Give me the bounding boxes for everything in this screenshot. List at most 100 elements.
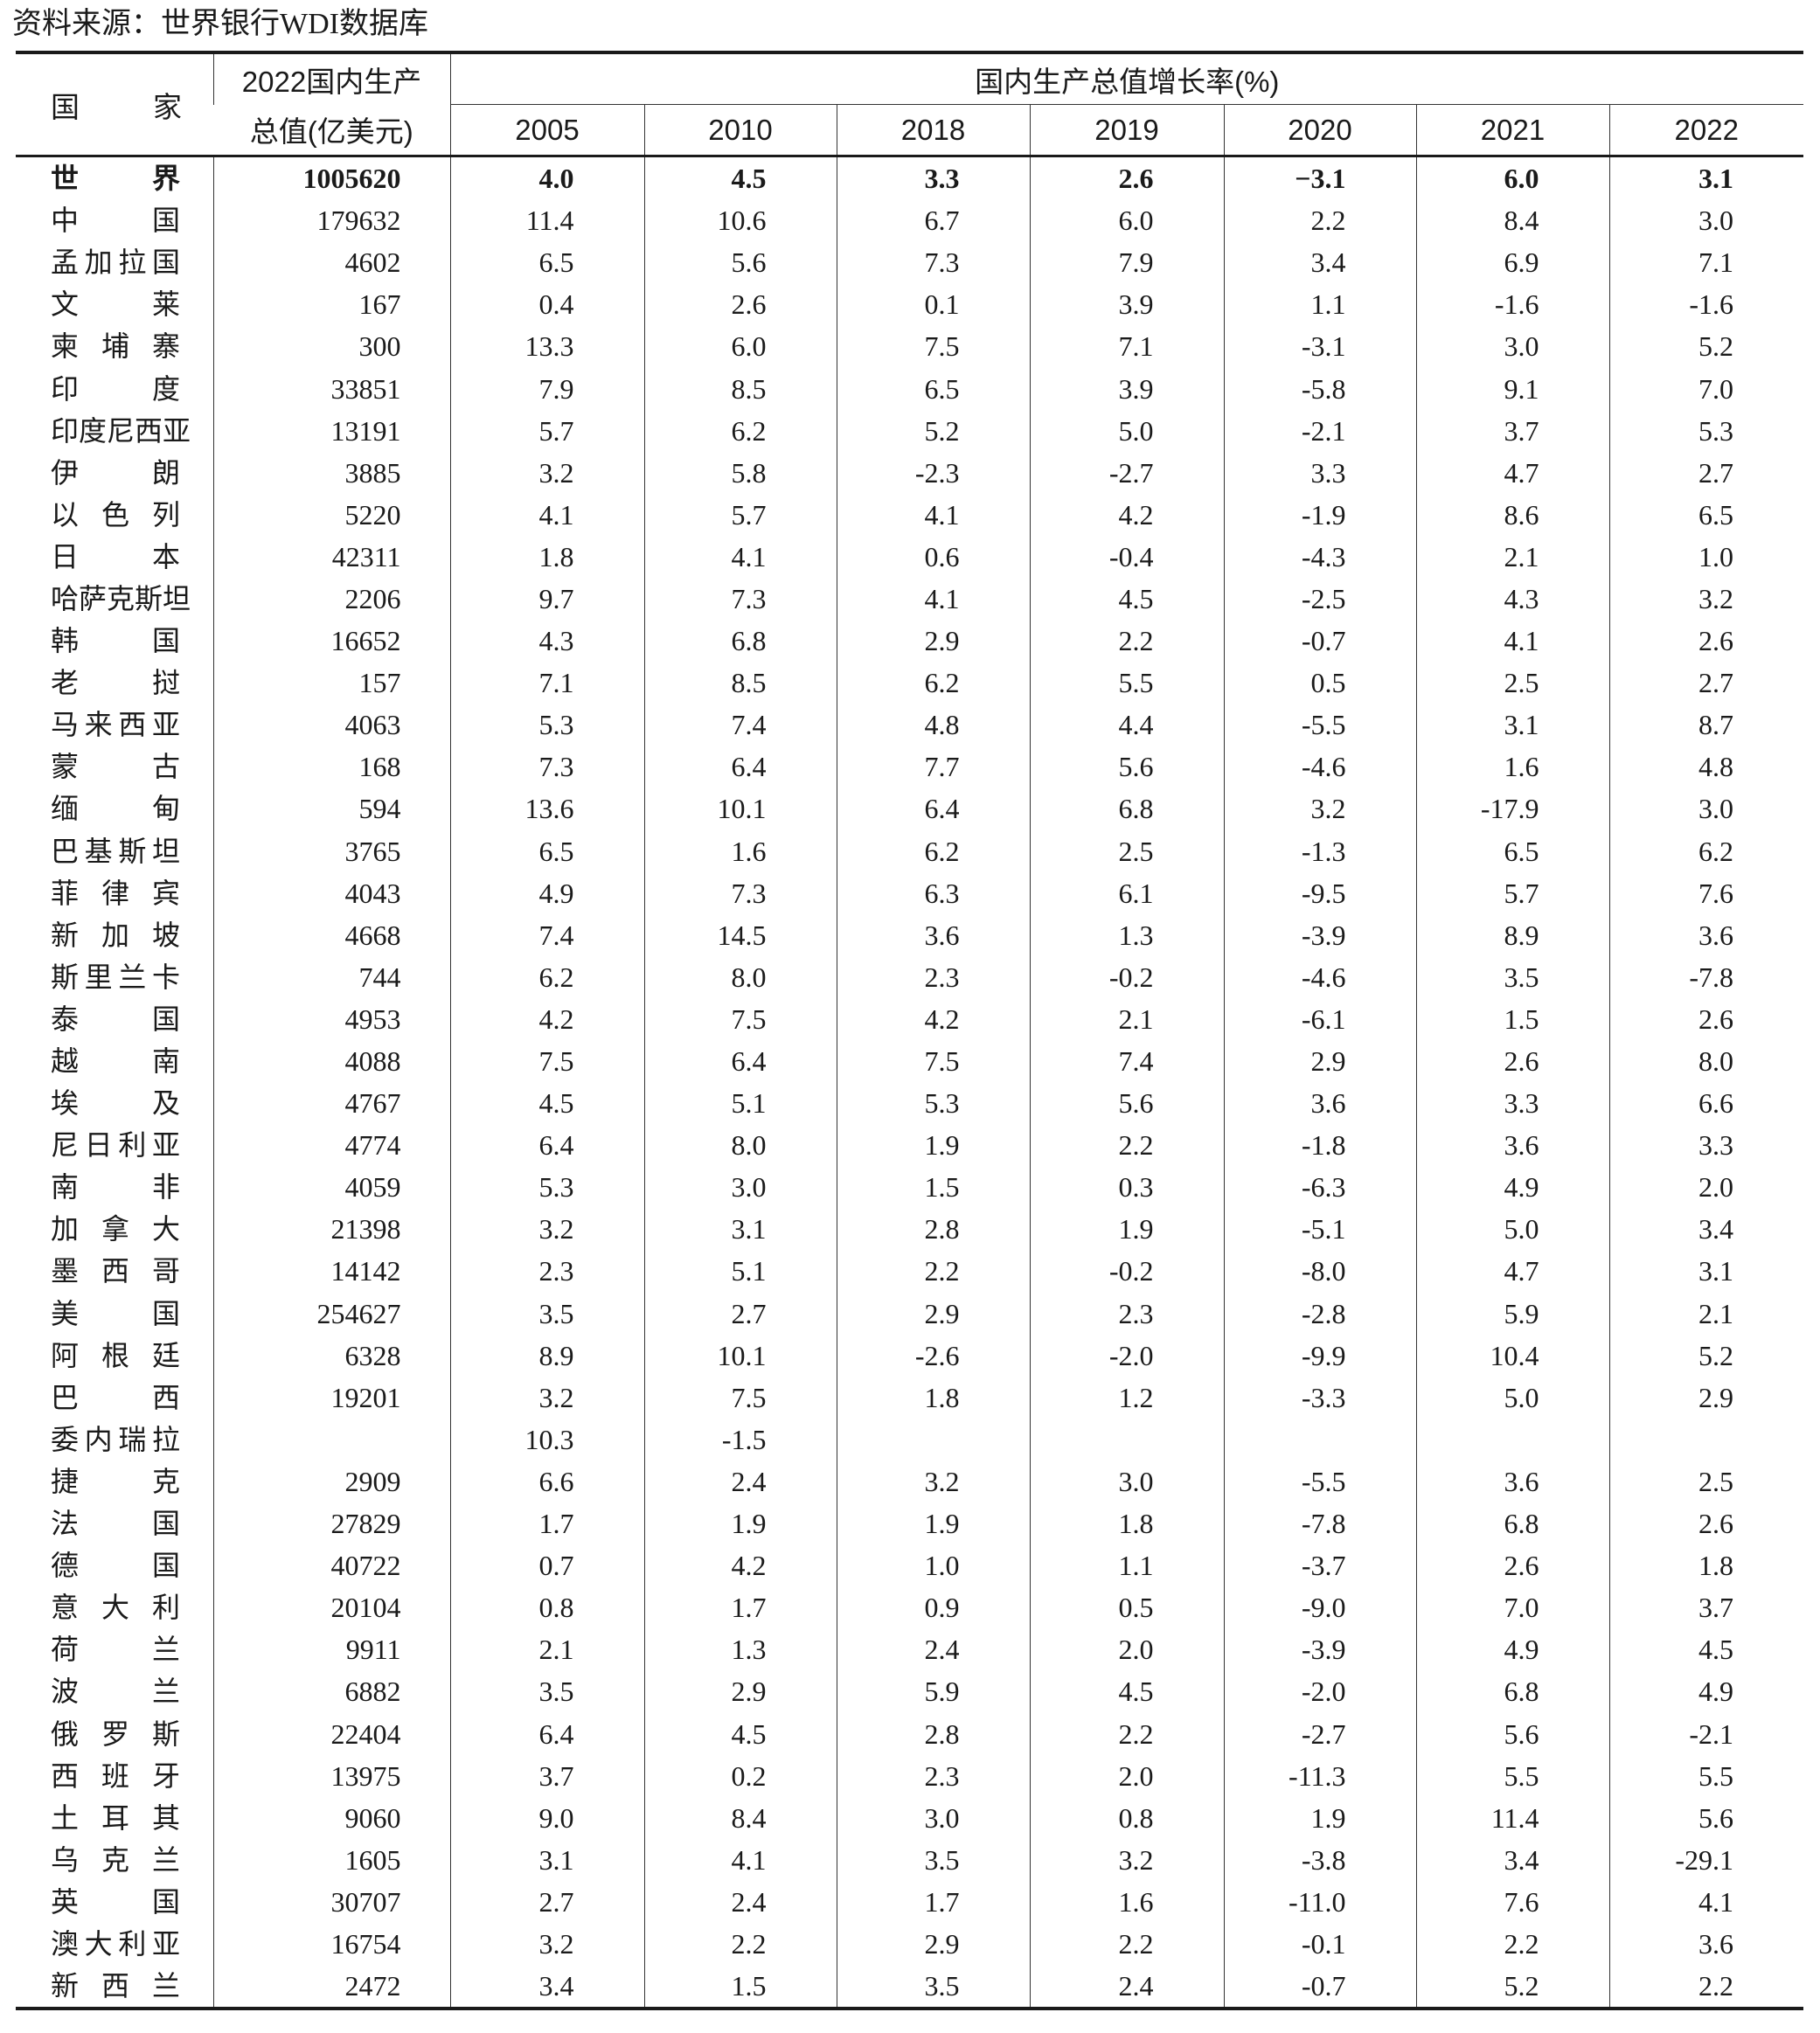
growth-rate-cell: 1.3 bbox=[1029, 913, 1224, 956]
growth-rate-cell: 2.3 bbox=[836, 1754, 1030, 1797]
table-row: 荷兰 9911 2.1 1.3 2.4 2.0 -3.9 4.9 4.5 bbox=[16, 1628, 1804, 1671]
growth-rate-cell: 4.9 bbox=[1415, 1166, 1609, 1209]
table-row: 澳大利亚 16754 3.2 2.2 2.9 2.2 -0.1 2.2 3.6 bbox=[16, 1922, 1804, 1966]
growth-rate-cell: 1.8 bbox=[1029, 1502, 1224, 1545]
growth-rate-cell bbox=[1029, 1418, 1224, 1461]
growth-rate-cell: 7.4 bbox=[643, 704, 837, 746]
growth-rate-cell: 6.0 bbox=[1029, 199, 1224, 242]
growth-rate-cell: 1.9 bbox=[836, 1502, 1030, 1545]
growth-rate-cell: 5.5 bbox=[1608, 1754, 1804, 1797]
growth-rate-cell: 2.7 bbox=[1608, 662, 1804, 704]
country-cell: 南非 bbox=[51, 1171, 180, 1204]
country-cell: 埃及 bbox=[51, 1087, 180, 1120]
growth-rate-cell: 2.1 bbox=[1415, 535, 1609, 578]
growth-rate-cell: 4.5 bbox=[1029, 577, 1224, 621]
growth-rate-cell: 6.2 bbox=[643, 409, 837, 452]
growth-rate-cell: 3.1 bbox=[1415, 704, 1609, 746]
growth-rate-cell: 6.2 bbox=[449, 955, 644, 998]
growth-rate-cell bbox=[1223, 1418, 1416, 1461]
growth-rate-cell: 2.6 bbox=[1415, 1544, 1609, 1587]
growth-rate-cell: 1.6 bbox=[643, 829, 837, 872]
growth-rate-cell: 5.1 bbox=[643, 1082, 837, 1125]
growth-rate-cell: 0.6 bbox=[836, 535, 1030, 578]
growth-rate-cell: 5.5 bbox=[1029, 662, 1224, 704]
growth-rate-cell: 8.6 bbox=[1415, 493, 1609, 536]
growth-rate-cell: 1.5 bbox=[643, 1965, 837, 2009]
growth-rate-cell: -0.2 bbox=[1029, 955, 1224, 998]
growth-rate-cell: 2.2 bbox=[1029, 1922, 1224, 1966]
growth-rate-cell: 1.7 bbox=[449, 1502, 644, 1545]
country-cell: 菲律宾 bbox=[51, 877, 180, 909]
country-cell: 波兰 bbox=[51, 1676, 180, 1708]
country-cell: 巴西 bbox=[51, 1381, 180, 1413]
growth-rate-cell: 0.1 bbox=[836, 283, 1030, 326]
gdp-cell: 1605 bbox=[212, 1838, 450, 1881]
country-cell: 墨西哥 bbox=[51, 1255, 180, 1287]
growth-rate-cell: 3.0 bbox=[1608, 199, 1804, 242]
growth-rate-cell: 3.4 bbox=[449, 1965, 644, 2009]
growth-rate-cell: 3.7 bbox=[1415, 409, 1609, 452]
growth-rate-cell: 9.1 bbox=[1415, 367, 1609, 410]
growth-rate-cell: 2.9 bbox=[643, 1670, 837, 1713]
table-row: 巴西 19201 3.2 7.5 1.8 1.2 -3.3 5.0 2.9 bbox=[16, 1376, 1804, 1419]
growth-rate-cell: 11.4 bbox=[1415, 1796, 1609, 1839]
growth-rate-cell: 6.8 bbox=[1029, 788, 1224, 830]
growth-rate-cell: 7.5 bbox=[643, 1376, 837, 1419]
header-year: 2022 bbox=[1608, 104, 1804, 156]
table-row: 土耳其 9060 9.0 8.4 3.0 0.8 1.9 11.4 5.6 bbox=[16, 1796, 1804, 1839]
growth-rate-cell: 5.0 bbox=[1415, 1208, 1609, 1251]
growth-rate-cell: 4.1 bbox=[643, 535, 837, 578]
growth-rate-cell: 1.9 bbox=[836, 1124, 1030, 1167]
gdp-cell: 20104 bbox=[212, 1586, 450, 1629]
growth-rate-cell bbox=[836, 1418, 1030, 1461]
gdp-cell: 4043 bbox=[212, 871, 450, 914]
growth-rate-cell: 2.7 bbox=[1608, 451, 1804, 494]
growth-rate-cell: -9.0 bbox=[1223, 1586, 1416, 1629]
growth-rate-cell: 10.1 bbox=[643, 1334, 837, 1377]
growth-rate-cell: 4.5 bbox=[449, 1082, 644, 1125]
gdp-cell: 594 bbox=[212, 788, 450, 830]
growth-rate-cell: 5.2 bbox=[836, 409, 1030, 452]
gdp-cell bbox=[212, 1418, 450, 1461]
country-cell: 马来西亚 bbox=[51, 709, 180, 741]
growth-rate-cell: 10.1 bbox=[643, 788, 837, 830]
growth-rate-cell: 4.5 bbox=[1608, 1628, 1804, 1671]
country-cell: 蒙古 bbox=[51, 751, 180, 783]
growth-rate-cell: 3.0 bbox=[1415, 325, 1609, 368]
growth-rate-cell: 5.6 bbox=[1029, 746, 1224, 788]
growth-rate-cell: 2.9 bbox=[1608, 1376, 1804, 1419]
table-row: 乌克兰 1605 3.1 4.1 3.5 3.2 -3.8 3.4 -29.1 bbox=[16, 1838, 1804, 1881]
table-row: 尼日利亚 4774 6.4 8.0 1.9 2.2 -1.8 3.6 3.3 bbox=[16, 1124, 1804, 1167]
growth-rate-cell: -4.3 bbox=[1223, 535, 1416, 578]
growth-rate-cell: -1.8 bbox=[1223, 1124, 1416, 1167]
growth-rate-cell: 6.4 bbox=[449, 1124, 644, 1167]
gdp-cell: 9060 bbox=[212, 1796, 450, 1839]
growth-rate-cell: 6.2 bbox=[836, 662, 1030, 704]
growth-rate-cell: 5.7 bbox=[643, 493, 837, 536]
growth-rate-cell: -9.5 bbox=[1223, 871, 1416, 914]
growth-rate-cell: -2.0 bbox=[1223, 1670, 1416, 1713]
gdp-cell: 3765 bbox=[212, 829, 450, 872]
growth-rate-cell: 3.5 bbox=[836, 1838, 1030, 1881]
growth-rate-cell: 0.5 bbox=[1223, 662, 1416, 704]
growth-rate-cell: 6.1 bbox=[1029, 871, 1224, 914]
growth-rate-cell: 2.1 bbox=[1608, 1292, 1804, 1335]
table-row: 印度 33851 7.9 8.5 6.5 3.9 -5.8 9.1 7.0 bbox=[16, 367, 1804, 410]
growth-rate-cell: 8.9 bbox=[1415, 913, 1609, 956]
growth-rate-cell: 2.3 bbox=[449, 1250, 644, 1293]
growth-rate-cell: 1.8 bbox=[1608, 1544, 1804, 1587]
growth-rate-cell: 3.1 bbox=[643, 1208, 837, 1251]
table-row: 泰国 4953 4.2 7.5 4.2 2.1 -6.1 1.5 2.6 bbox=[16, 997, 1804, 1040]
growth-rate-cell: 6.2 bbox=[1608, 829, 1804, 872]
header-gdp-line1: 2022国内生产 bbox=[212, 52, 450, 105]
growth-rate-cell: 0.8 bbox=[1029, 1796, 1224, 1839]
growth-rate-cell: 1.6 bbox=[1415, 746, 1609, 788]
growth-rate-cell: 2.1 bbox=[1029, 997, 1224, 1040]
growth-rate-cell: 4.5 bbox=[643, 1712, 837, 1755]
header-country: 国 家 bbox=[51, 90, 182, 123]
growth-rate-cell: -2.1 bbox=[1223, 409, 1416, 452]
country-cell: 以色列 bbox=[51, 498, 180, 531]
growth-rate-cell: -3.8 bbox=[1223, 1838, 1416, 1881]
gdp-cell: 19201 bbox=[212, 1376, 450, 1419]
country-cell: 法国 bbox=[51, 1508, 180, 1540]
